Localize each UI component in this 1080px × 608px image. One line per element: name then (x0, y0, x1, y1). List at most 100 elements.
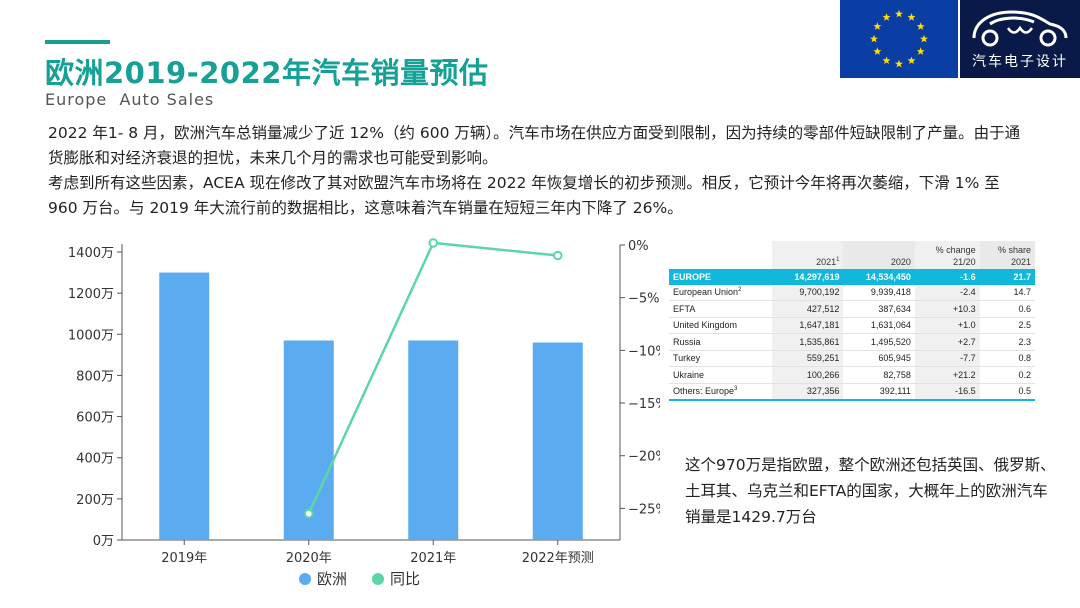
legend-marker-1 (299, 573, 311, 585)
yoy-point-2 (428, 238, 439, 248)
table-header-change: % change 21/20 (914, 241, 980, 269)
intro-paragraph-1: 2022 年1- 8 月，欧洲汽车总销量减少了近 12%（约 600 万辆）。汽… (48, 124, 1021, 167)
table-cell-v2020: 605,945 (843, 350, 915, 367)
left-y-tick-label: 800万 (76, 369, 114, 384)
right-y-tick-label: 0% (628, 239, 649, 254)
table-cell-label: United Kingdom (669, 317, 772, 334)
table-cell-share: 14.7 (979, 284, 1035, 301)
table-row: United Kingdom 1,647,181 1,631,064 +1.0 2.5 (669, 317, 1035, 334)
table-cell-v2020: 392,111 (843, 383, 915, 401)
table-cell-share: 0.8 (979, 350, 1035, 367)
table-cell-v2021: 1,647,181 (771, 317, 844, 334)
table-cell-v2020: 9,939,418 (843, 284, 915, 301)
table-cell-v2021: 559,251 (771, 350, 844, 367)
left-y-tick-label: 200万 (76, 493, 114, 508)
table-cell-change: +10.3 (914, 300, 980, 318)
left-y-tick-label: 1400万 (68, 246, 114, 261)
table-row: EUROPE 14,297,619 14,534,450 -1.6 21.7 (669, 269, 1035, 285)
page-subtitle: Europe Auto Sales (45, 90, 215, 109)
table-header-2020: 2020 (843, 241, 915, 269)
left-y-tick-label: 400万 (76, 452, 114, 467)
eu-star-icon (882, 13, 891, 21)
x-tick-label: 2020年 (286, 551, 332, 566)
table-cell-label: EUROPE (669, 269, 772, 285)
yoy-point-3 (552, 250, 563, 261)
eu-star-icon (907, 13, 916, 21)
table-row: Ukraine 100,266 82,758 +21.2 0.2 (669, 366, 1035, 384)
right-y-tick-label: −10% (628, 344, 660, 359)
table-cell-v2020: 387,634 (843, 300, 915, 318)
legend-label-2: 同比 (390, 570, 420, 588)
table-header-share: % share 2021 (979, 241, 1035, 269)
x-tick-label: 2021年 (410, 551, 456, 566)
table-cell-change: -1.6 (914, 269, 980, 285)
legend-label-1: 欧洲 (317, 570, 347, 588)
table-cell-v2021: 327,356 (771, 383, 844, 401)
eu-star-icon (916, 22, 925, 30)
brand-logo: 汽车电子设计 (960, 0, 1080, 78)
left-y-tick-label: 0万 (93, 534, 114, 549)
eu-star-icon (870, 34, 878, 43)
title-accent-bar (45, 40, 110, 44)
eu-star-icon (920, 34, 928, 43)
left-y-tick-label: 600万 (76, 411, 114, 426)
table-cell-v2021: 9,700,192 (771, 284, 844, 301)
eu-flag-icon (840, 0, 958, 78)
table-cell-share: 2.3 (979, 333, 1035, 351)
intro-paragraph-2: 考虑到所有这些因素，ACEA 现在修改了其对欧盟汽车市场将在 2022 年恢复增… (48, 174, 1000, 217)
bar-4 (532, 342, 583, 540)
table-cell-change: +1.0 (914, 317, 980, 334)
right-y-tick-label: −5% (628, 292, 660, 307)
table-cell-change: -2.4 (914, 284, 980, 301)
eu-star-icon (873, 22, 882, 30)
logo-text: 汽车电子设计 (972, 54, 1068, 70)
table-row: EFTA 427,512 387,634 +10.3 0.6 (669, 300, 1035, 318)
table-cell-v2020: 1,495,520 (843, 333, 915, 351)
x-tick-label: 2022年预测 (522, 551, 594, 566)
eu-star-icon (873, 47, 882, 55)
table-cell-change: -7.7 (914, 350, 980, 367)
legend-marker-2 (372, 573, 384, 585)
table-cell-change: -16.5 (914, 383, 980, 401)
table-cell-share: 0.6 (979, 300, 1035, 318)
bar-2 (283, 340, 334, 540)
table-header-empty (669, 241, 772, 269)
table-row: Russia 1,535,861 1,495,520 +2.7 2.3 (669, 333, 1035, 351)
eu-star-icon (895, 59, 903, 68)
yoy-point-1 (303, 508, 314, 519)
table-cell-label: European Union2 (669, 284, 772, 301)
sales-combo-chart: 0万 200万 400万 600万 800万 1000万 1200万 1400万 0% −5% −1… (68, 238, 660, 588)
table-cell-change: +2.7 (914, 333, 980, 351)
table-header-2021: 20211 (771, 241, 844, 269)
table-row: European Union2 9,700,192 9,939,418 -2.4 14.… (669, 284, 1035, 301)
table-cell-share: 2.5 (979, 317, 1035, 334)
table-cell-label: Turkey (669, 350, 772, 367)
right-y-tick-label: −25% (628, 502, 660, 517)
right-y-tick-label: −20% (628, 450, 660, 465)
table-cell-v2021: 1,535,861 (771, 333, 844, 351)
table-cell-label: EFTA (669, 300, 772, 318)
page-title: 欧洲2019-2022年汽车销量预估 (45, 56, 489, 90)
table-cell-v2021: 14,297,619 (771, 269, 844, 285)
left-y-tick-label: 1200万 (68, 287, 114, 302)
table-cell-change: +21.2 (914, 366, 980, 384)
table-cell-share: 21.7 (979, 269, 1035, 285)
intro-text: 2022 年1- 8 月，欧洲汽车总销量减少了近 12%（约 600 万辆）。汽… (48, 121, 1033, 221)
table-cell-share: 0.2 (979, 366, 1035, 384)
bar-3 (408, 340, 459, 540)
table-header-row: 20211 2020 % change 21/20 % share 2021 (669, 241, 1035, 269)
eu-star-icon (882, 56, 891, 65)
left-y-tick-label: 1000万 (68, 328, 114, 343)
eu-star-icon (895, 9, 903, 18)
bar-1 (159, 272, 210, 540)
x-tick-label: 2019年 (161, 551, 207, 566)
table-row: Turkey 559,251 605,945 -7.7 0.8 (669, 350, 1035, 367)
table-row: Others: Europe3 327,356 392,111 -16.5 0.5 (669, 383, 1035, 401)
note-text: 这个970万是指欧盟，整个欧洲还包括英国、俄罗斯、土耳其、乌克兰和EFTA的国家… (685, 456, 1056, 526)
right-y-tick-label: −15% (628, 397, 660, 412)
sales-table: 20211 2020 % change 21/20 % share 2021 EUR… (669, 241, 1035, 401)
table-cell-share: 0.5 (979, 383, 1035, 401)
eu-star-icon (907, 56, 916, 65)
car-logo-icon (972, 10, 1068, 47)
table-cell-v2020: 1,631,064 (843, 317, 915, 334)
